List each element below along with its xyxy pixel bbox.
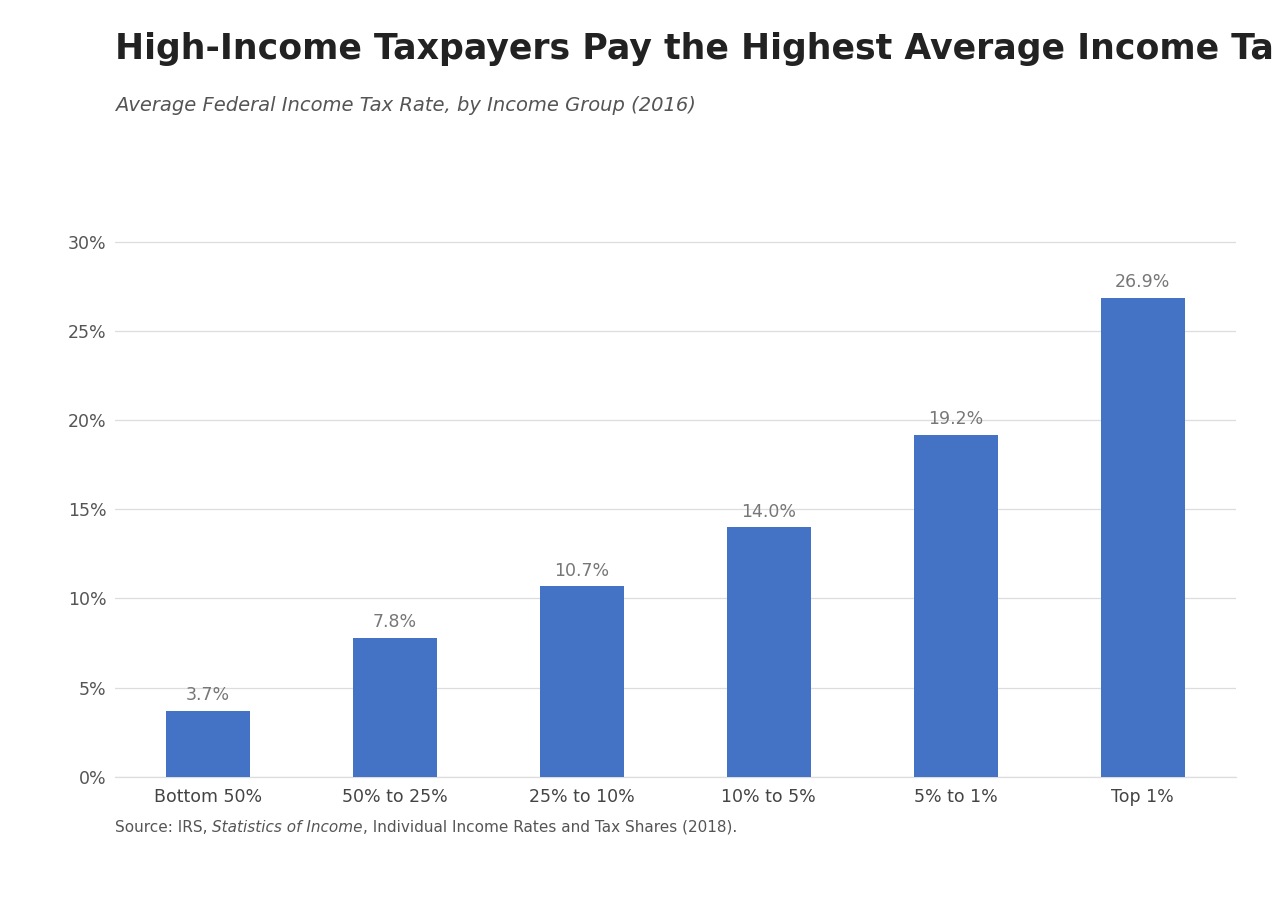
Text: TAX FOUNDATION: TAX FOUNDATION	[15, 877, 194, 895]
Bar	[1101, 298, 1185, 777]
Text: , Individual Income Rates and Tax Shares (2018).: , Individual Income Rates and Tax Shares…	[363, 820, 736, 834]
Text: 19.2%: 19.2%	[927, 411, 984, 428]
Text: @TaxFoundation: @TaxFoundation	[1093, 877, 1259, 895]
Bar	[166, 710, 250, 777]
Bar	[726, 528, 810, 777]
Text: 26.9%: 26.9%	[1115, 273, 1171, 291]
Text: Average Federal Income Tax Rate, by Income Group (2016): Average Federal Income Tax Rate, by Inco…	[115, 96, 696, 116]
Text: Source: IRS,: Source: IRS,	[115, 820, 211, 834]
Text: 14.0%: 14.0%	[741, 503, 796, 521]
Text: 3.7%: 3.7%	[186, 686, 229, 705]
Bar	[913, 435, 998, 777]
Text: High-Income Taxpayers Pay the Highest Average Income Tax Rate: High-Income Taxpayers Pay the Highest Av…	[115, 32, 1274, 66]
Text: 7.8%: 7.8%	[372, 614, 417, 631]
Bar	[353, 638, 437, 777]
Text: 10.7%: 10.7%	[554, 562, 609, 580]
Bar	[540, 586, 624, 777]
Text: Statistics of Income: Statistics of Income	[211, 820, 363, 834]
